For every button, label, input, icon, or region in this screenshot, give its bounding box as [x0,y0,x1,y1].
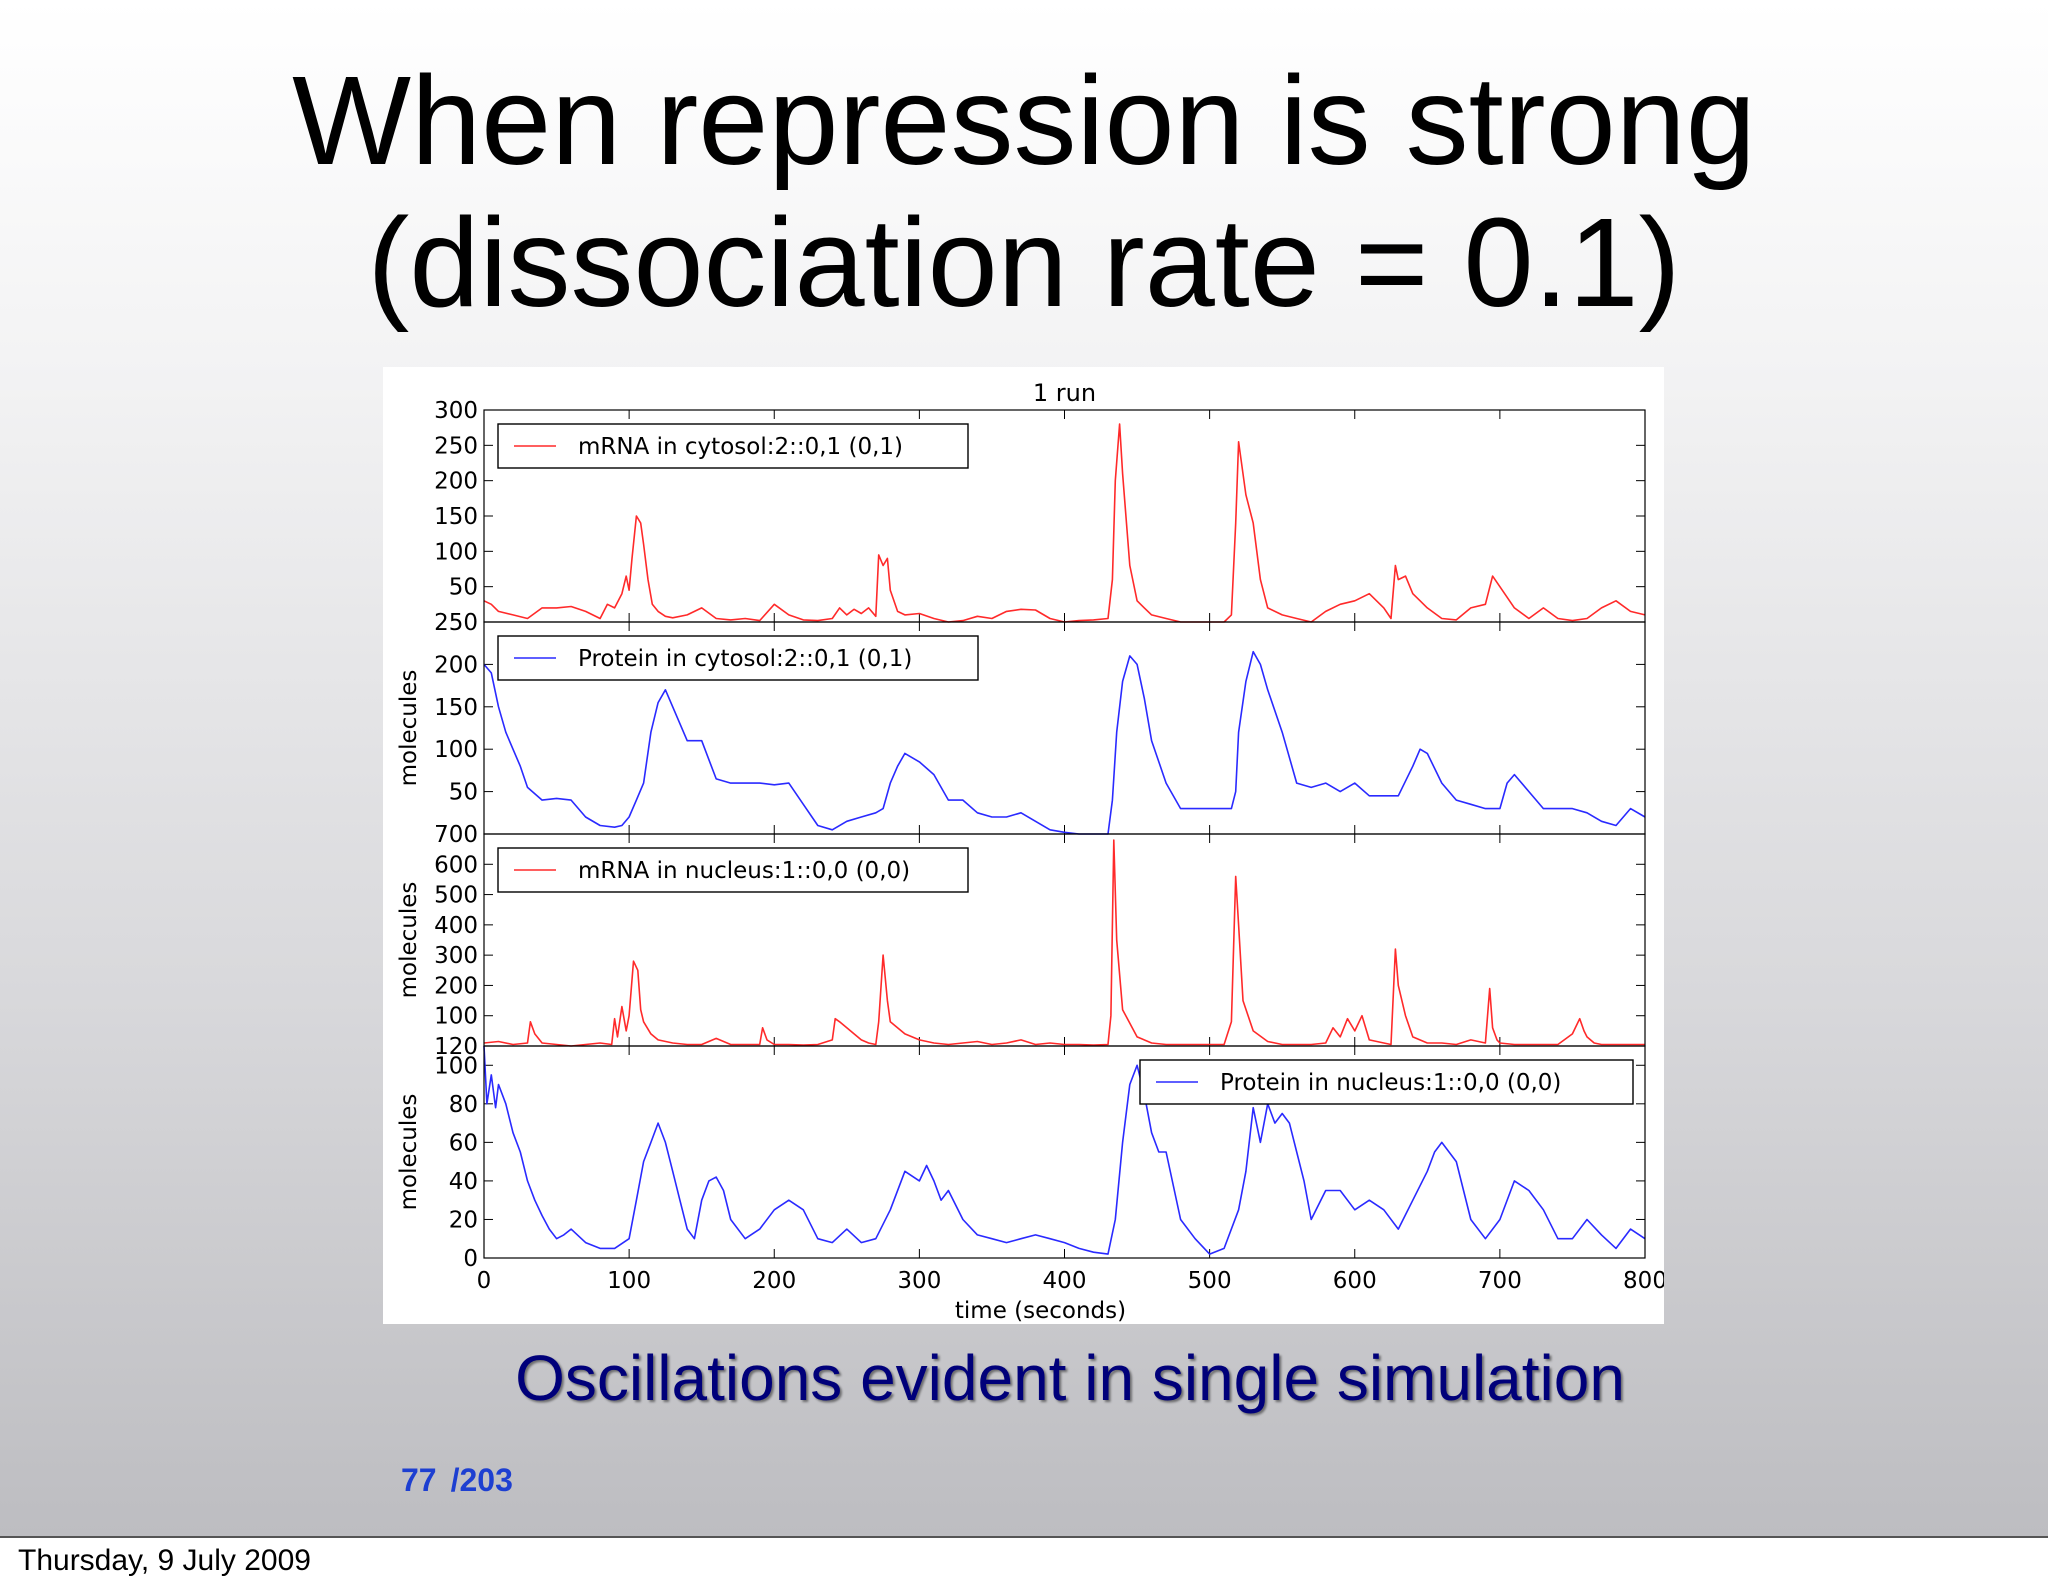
y-tick-label: 20 [449,1207,478,1233]
y-tick-label: 200 [434,973,478,999]
footer-date: Thursday, 9 July 2009 [18,1544,311,1577]
y-tick-label: 200 [434,652,478,678]
x-axis-label: time (seconds) [955,1298,1126,1324]
legend: mRNA in cytosol:2::0,1 (0,1) [497,423,969,469]
y-tick-label: 100 [434,1053,478,1079]
y-tick-label: 200 [434,469,478,495]
page-total: /203 [450,1462,513,1498]
legend-box [1139,1059,1634,1105]
y-axis-label: molecules [396,1094,422,1211]
y-axis-label: molecules [396,670,422,787]
x-tick-label: 500 [1188,1268,1232,1294]
y-tick-label: 300 [434,943,478,969]
series-line [483,650,1646,835]
legend-label: Protein in nucleus:1::0,0 (0,0) [1220,1070,1561,1096]
chart-title: 1 run [1033,379,1096,407]
y-tick-label: 300 [434,398,478,424]
x-tick-label: 300 [897,1268,941,1294]
legend-box [497,847,969,893]
y-tick-label: 50 [449,575,478,601]
slide-title: When repression is strong (dissociation … [0,50,2048,334]
y-tick-label: 500 [434,883,478,909]
panel-4: 0 20 40 60 80 100 molecules Protein in nucleus:… [396,1045,1646,1272]
legend-label: Protein in cytosol:2::0,1 (0,1) [578,646,912,672]
legend: mRNA in nucleus:1::0,0 (0,0) [497,847,969,893]
x-tick-label: 800 [1623,1268,1664,1294]
legend-box [497,635,979,681]
y-tick-label: 700 [434,822,478,848]
y-tick-label: 400 [434,913,478,939]
x-tick-label: 600 [1333,1268,1377,1294]
y-tick-label: 150 [434,504,478,530]
y-tick-label: 150 [434,695,478,721]
series-line [483,1045,1646,1255]
series-line [483,839,1645,1047]
legend: Protein in cytosol:2::0,1 (0,1) [497,635,979,681]
y-axis-label: molecules [396,882,422,999]
y-tick-label: 50 [449,780,478,806]
panel-frame [483,1045,1646,1259]
legend-label: mRNA in nucleus:1::0,0 (0,0) [578,858,910,884]
panel-2: 700 50 100 150 200 molecules Protein in cytoso… [396,621,1646,848]
x-tick-label: 0 [477,1268,492,1294]
series-line [483,423,1646,623]
x-tick-label: 200 [752,1268,796,1294]
y-tick-label: 0 [463,1246,478,1272]
x-tick-label: 100 [607,1268,651,1294]
page-current: 77 [401,1462,437,1498]
y-tick-label: 600 [434,852,478,878]
x-tick-label: 400 [1043,1268,1087,1294]
slide-caption: Oscillations evident in single simulatio… [515,1342,1625,1414]
slide-background: When repression is strong (dissociation … [0,0,2048,1538]
y-tick-label: 100 [434,1004,478,1030]
y-tick-label: 250 [434,610,478,636]
panel-3: 120 100 200 300 400 500 600 molecules mRNA in nu… [396,833,1646,1060]
legend: Protein in nucleus:1::0,0 (0,0) [1139,1059,1634,1105]
legend-label: mRNA in cytosol:2::0,1 (0,1) [578,434,903,460]
y-tick-label: 60 [449,1130,478,1156]
y-tick-label: 100 [434,737,478,763]
y-tick-label: 40 [449,1169,478,1195]
x-tick-label: 700 [1478,1268,1522,1294]
y-tick-label: 120 [434,1034,478,1060]
slide-title-line-2: (dissociation rate = 0.1) [367,192,1681,333]
y-tick-label: 80 [449,1092,478,1118]
chart-figure: 1 run 250 50 100 150 200 250 300 mRNA in cytosol… [383,367,1664,1324]
y-tick-label: 100 [434,539,478,565]
page-number: 77/203 [401,1462,513,1499]
slide-title-line-1: When repression is strong [292,50,1756,191]
legend-box [497,423,969,469]
y-tick-label: 250 [434,433,478,459]
